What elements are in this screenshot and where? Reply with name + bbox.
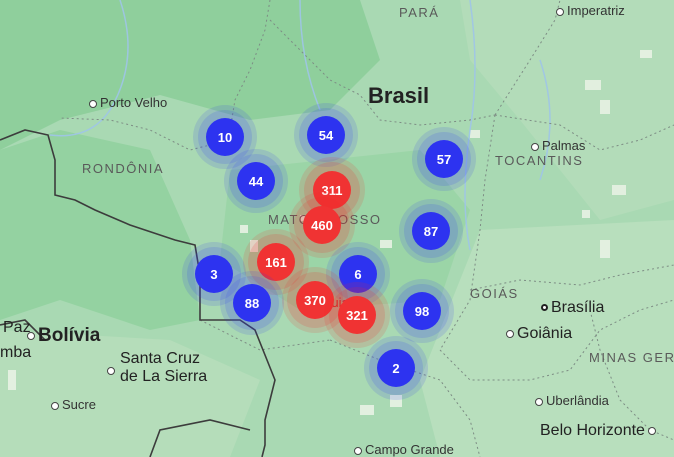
cluster-marker[interactable]: 6 [331, 247, 385, 301]
capital-marker-icon [541, 304, 548, 312]
cluster-marker[interactable]: 460 [294, 197, 350, 253]
label-goiania: Goiânia [506, 326, 572, 342]
label-tocantins: TOCANTINS [495, 153, 584, 168]
label-goias: GOIÁS [470, 286, 519, 301]
label-palmas: Palmas [531, 139, 585, 152]
city-marker-icon [51, 401, 59, 410]
city-marker-icon [506, 329, 514, 338]
label-rondonia: RONDÔNIA [82, 161, 165, 176]
city-marker-icon [647, 426, 656, 435]
city-marker-icon [354, 446, 362, 455]
cluster-marker[interactable]: 44 [229, 154, 283, 208]
label-sucre: Sucre [51, 398, 96, 411]
label-para: PARÁ [399, 5, 440, 20]
cluster-marker[interactable]: 161 [248, 234, 304, 290]
cluster-marker[interactable]: 2 [369, 341, 423, 395]
cluster-marker[interactable]: 98 [395, 284, 449, 338]
label-porto-velho: Porto Velho [89, 96, 167, 109]
label-bolivia: Bolívia [27, 326, 100, 345]
label-minas-gerais: MINAS GER [589, 350, 674, 365]
label-belo-horizonte: Belo Horizonte [540, 423, 656, 439]
label-santa-cruz-2: de La Sierra [120, 368, 208, 385]
city-marker-icon [531, 142, 539, 151]
cluster-marker[interactable]: 3 [187, 247, 241, 301]
city-marker-icon [89, 99, 97, 108]
label-brasilia: Brasília [541, 300, 604, 316]
cluster-marker[interactable]: 87 [404, 204, 458, 258]
city-marker-icon [556, 7, 564, 16]
label-campo-grande: Campo Grande [354, 443, 454, 456]
cluster-marker[interactable]: 321 [329, 287, 385, 343]
label-paz: Paz [3, 319, 31, 336]
cluster-marker[interactable]: 88 [225, 276, 279, 330]
city-marker-icon [107, 363, 118, 379]
cluster-marker[interactable]: 10 [198, 110, 252, 164]
cluster-marker[interactable]: 57 [417, 132, 471, 186]
cluster-marker[interactable]: 370 [287, 272, 343, 328]
label-santa-cruz: Santa Cruz [120, 350, 201, 367]
label-imperatriz: Imperatriz [556, 4, 625, 17]
city-marker-icon [27, 331, 35, 340]
label-mba: mba [0, 344, 32, 361]
label-uberlandia: Uberlândia [535, 394, 609, 407]
cluster-marker[interactable]: 54 [299, 108, 353, 162]
label-brasil: Brasil [368, 83, 430, 108]
city-marker-icon [535, 397, 543, 406]
